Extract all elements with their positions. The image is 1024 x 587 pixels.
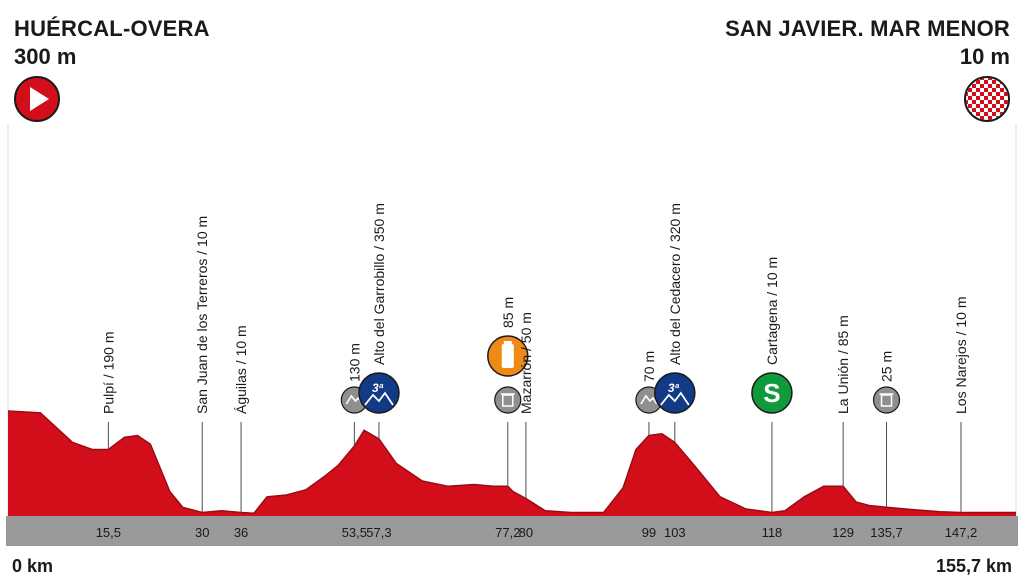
point-label: 130 m bbox=[346, 343, 362, 382]
point-label: Alto del Cedacero / 320 m bbox=[667, 203, 683, 365]
point-marker: 25 m bbox=[872, 351, 901, 508]
km-tick-label: 135,7 bbox=[870, 525, 903, 540]
point-label: Los Narejos / 10 m bbox=[953, 297, 969, 415]
category-3-climb-icon: 3ª bbox=[358, 372, 400, 414]
point-marker: 3ª Alto del Garrobillo / 350 m bbox=[358, 203, 400, 439]
waste-zone-icon bbox=[872, 386, 901, 414]
waste-zone-icon bbox=[494, 386, 522, 414]
point-marker: San Juan de los Terreros / 10 m bbox=[194, 216, 210, 513]
intermediate-sprint-icon: S bbox=[751, 372, 793, 414]
point-label: Pulpí / 190 m bbox=[100, 332, 116, 415]
point-marker: Águilas / 10 m bbox=[233, 325, 249, 513]
point-marker: Pulpí / 190 m bbox=[100, 332, 116, 450]
finish-town: SAN JAVIER. MAR MENOR bbox=[725, 16, 1010, 41]
km-tick-label: 15,5 bbox=[96, 525, 121, 540]
point-marker: Los Narejos / 10 m bbox=[953, 297, 969, 513]
start-town: HUÉRCAL-OVERA bbox=[14, 16, 210, 41]
point-label: San Juan de los Terreros / 10 m bbox=[194, 216, 210, 414]
point-marker: 85 m bbox=[487, 297, 529, 487]
km-tick-label: 36 bbox=[234, 525, 248, 540]
finish-km-label: 155,7 km bbox=[935, 556, 1012, 576]
km-tick-label: 57,3 bbox=[366, 525, 391, 540]
point-marker: 3ª Alto del Cedacero / 320 m bbox=[654, 203, 696, 443]
category-badge-text: 3ª bbox=[372, 381, 384, 395]
point-label: 85 m bbox=[500, 297, 516, 328]
elevation-profile-area bbox=[8, 411, 1016, 516]
km-tick-label: 103 bbox=[664, 525, 686, 540]
start-km-label: 0 km bbox=[12, 556, 54, 576]
category-badge-text: 3ª bbox=[668, 381, 680, 395]
point-label: 25 m bbox=[879, 351, 895, 382]
sprint-badge-text: S bbox=[763, 378, 780, 408]
km-tick-label: 118 bbox=[762, 525, 783, 540]
km-tick-label: 53,5 bbox=[342, 525, 367, 540]
category-3-climb-icon: 3ª bbox=[654, 372, 696, 414]
point-marker: La Unión / 85 m bbox=[835, 315, 851, 487]
km-tick-label: 129 bbox=[832, 525, 854, 540]
point-label: Cartagena / 10 m bbox=[764, 257, 780, 365]
finish-icon bbox=[964, 76, 1010, 122]
point-marker: Mazarrón / 50 m bbox=[518, 312, 534, 499]
elevation-profile-ridge bbox=[7, 410, 1016, 514]
km-tick-label: 30 bbox=[195, 525, 209, 540]
km-axis-bar bbox=[6, 516, 1018, 546]
start-altitude: 300 m bbox=[14, 44, 77, 69]
point-label: Mazarrón / 50 m bbox=[518, 312, 534, 414]
km-tick-label: 77,2 bbox=[495, 525, 520, 540]
point-label: La Unión / 85 m bbox=[835, 315, 851, 414]
km-tick-label: 99 bbox=[642, 525, 656, 540]
point-label: 70 m bbox=[641, 351, 657, 382]
finish-altitude: 10 m bbox=[959, 44, 1010, 69]
point-label: Águilas / 10 m bbox=[233, 325, 249, 414]
feed-zone-icon bbox=[487, 335, 529, 377]
start-icon bbox=[14, 76, 60, 122]
point-label: Alto del Garrobillo / 350 m bbox=[371, 203, 387, 365]
km-tick-label: 147,2 bbox=[945, 525, 978, 540]
point-marker: S Cartagena / 10 m bbox=[751, 257, 793, 513]
km-tick-label: 80 bbox=[519, 525, 533, 540]
